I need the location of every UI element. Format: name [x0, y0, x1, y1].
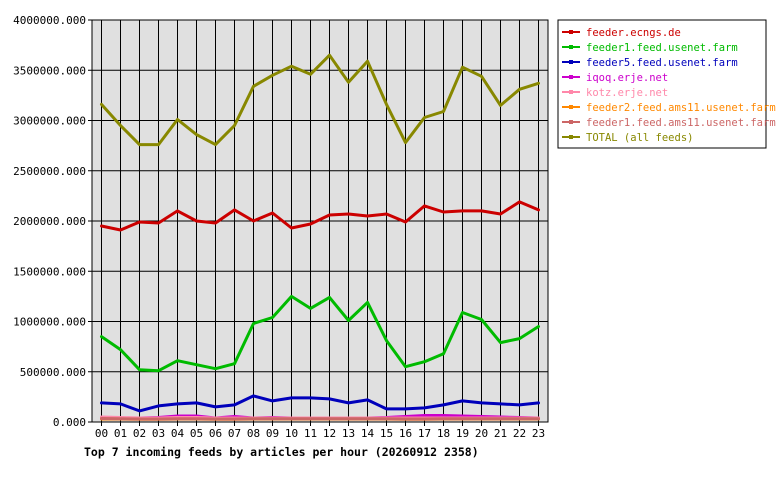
x-tick-label: 21	[494, 427, 507, 440]
chart-title: Top 7 incoming feeds by articles per hou…	[84, 445, 479, 459]
y-tick-label: 1500000.000	[13, 265, 86, 278]
x-tick-label: 13	[342, 427, 355, 440]
x-tick-label: 07	[228, 427, 241, 440]
legend-marker	[569, 45, 573, 49]
series-line-6	[100, 417, 540, 421]
x-tick-label: 20	[475, 427, 488, 440]
y-tick-label: 1000000.000	[13, 316, 86, 329]
legend-marker	[569, 60, 573, 64]
legend-label: kotz.erje.net	[586, 87, 668, 99]
legend-label: iqoq.erje.net	[586, 72, 668, 84]
x-tick-label: 05	[190, 427, 203, 440]
legend-marker	[569, 105, 573, 109]
x-tick-label: 09	[266, 427, 279, 440]
x-tick-label: 23	[532, 427, 545, 440]
x-tick-label: 17	[418, 427, 431, 440]
series-line-1	[100, 294, 540, 373]
x-tick-label: 11	[304, 427, 317, 440]
legend-label: feeder1.feed.usenet.farm	[586, 42, 738, 54]
legend-box	[557, 19, 767, 149]
legend-label: feeder1.feed.ams11.usenet.farm	[586, 117, 776, 129]
x-tick-label: 08	[247, 427, 260, 440]
legend-marker	[569, 120, 573, 124]
y-tick-label: 0.000	[53, 416, 86, 429]
x-tick-label: 22	[513, 427, 526, 440]
x-tick-label: 19	[456, 427, 469, 440]
x-tick-label: 10	[285, 427, 298, 440]
series-layer	[100, 53, 540, 421]
x-tick-label: 01	[114, 427, 127, 440]
x-tick-label: 06	[209, 427, 222, 440]
legend-marker	[569, 30, 573, 34]
legend-label: feeder2.feed.ams11.usenet.farm	[586, 102, 776, 114]
legend: feeder.ecngs.de feeder1.feed.usenet.farm f…	[562, 27, 776, 144]
x-tick-label: 18	[437, 427, 450, 440]
legend-marker	[569, 90, 573, 94]
legend-marker	[569, 135, 573, 139]
x-tick-label: 04	[171, 427, 185, 440]
x-tick-label: 15	[380, 427, 393, 440]
y-tick-label: 3000000.000	[13, 115, 86, 128]
y-tick-label: 2500000.000	[13, 165, 86, 178]
y-axis-ticks: 0.000 500000.000 1000000.000 1500000.000 200…	[13, 14, 92, 429]
legend-label: TOTAL (all feeds)	[586, 132, 693, 144]
y-tick-label: 2000000.000	[13, 215, 86, 228]
x-axis-ticks: 00 01 02 03 04 05 06 07 08 09 10 11 12 13 14 15 16 17 18 19…	[95, 422, 545, 440]
legend-label: feeder.ecngs.de	[586, 27, 681, 39]
y-tick-label: 4000000.000	[13, 14, 86, 27]
x-tick-label: 12	[323, 427, 336, 440]
legend-marker	[569, 75, 573, 79]
y-tick-label: 500000.000	[20, 366, 86, 379]
x-tick-label: 02	[133, 427, 146, 440]
x-tick-label: 16	[399, 427, 412, 440]
series-line-7	[100, 53, 540, 147]
legend-label: feeder5.feed.usenet.farm	[586, 57, 738, 69]
x-tick-label: 14	[361, 427, 375, 440]
series-line-0	[100, 200, 540, 232]
x-tick-label: 00	[95, 427, 108, 440]
x-tick-label: 03	[152, 427, 165, 440]
y-tick-label: 3500000.000	[13, 64, 86, 77]
series-line-2	[100, 394, 540, 413]
